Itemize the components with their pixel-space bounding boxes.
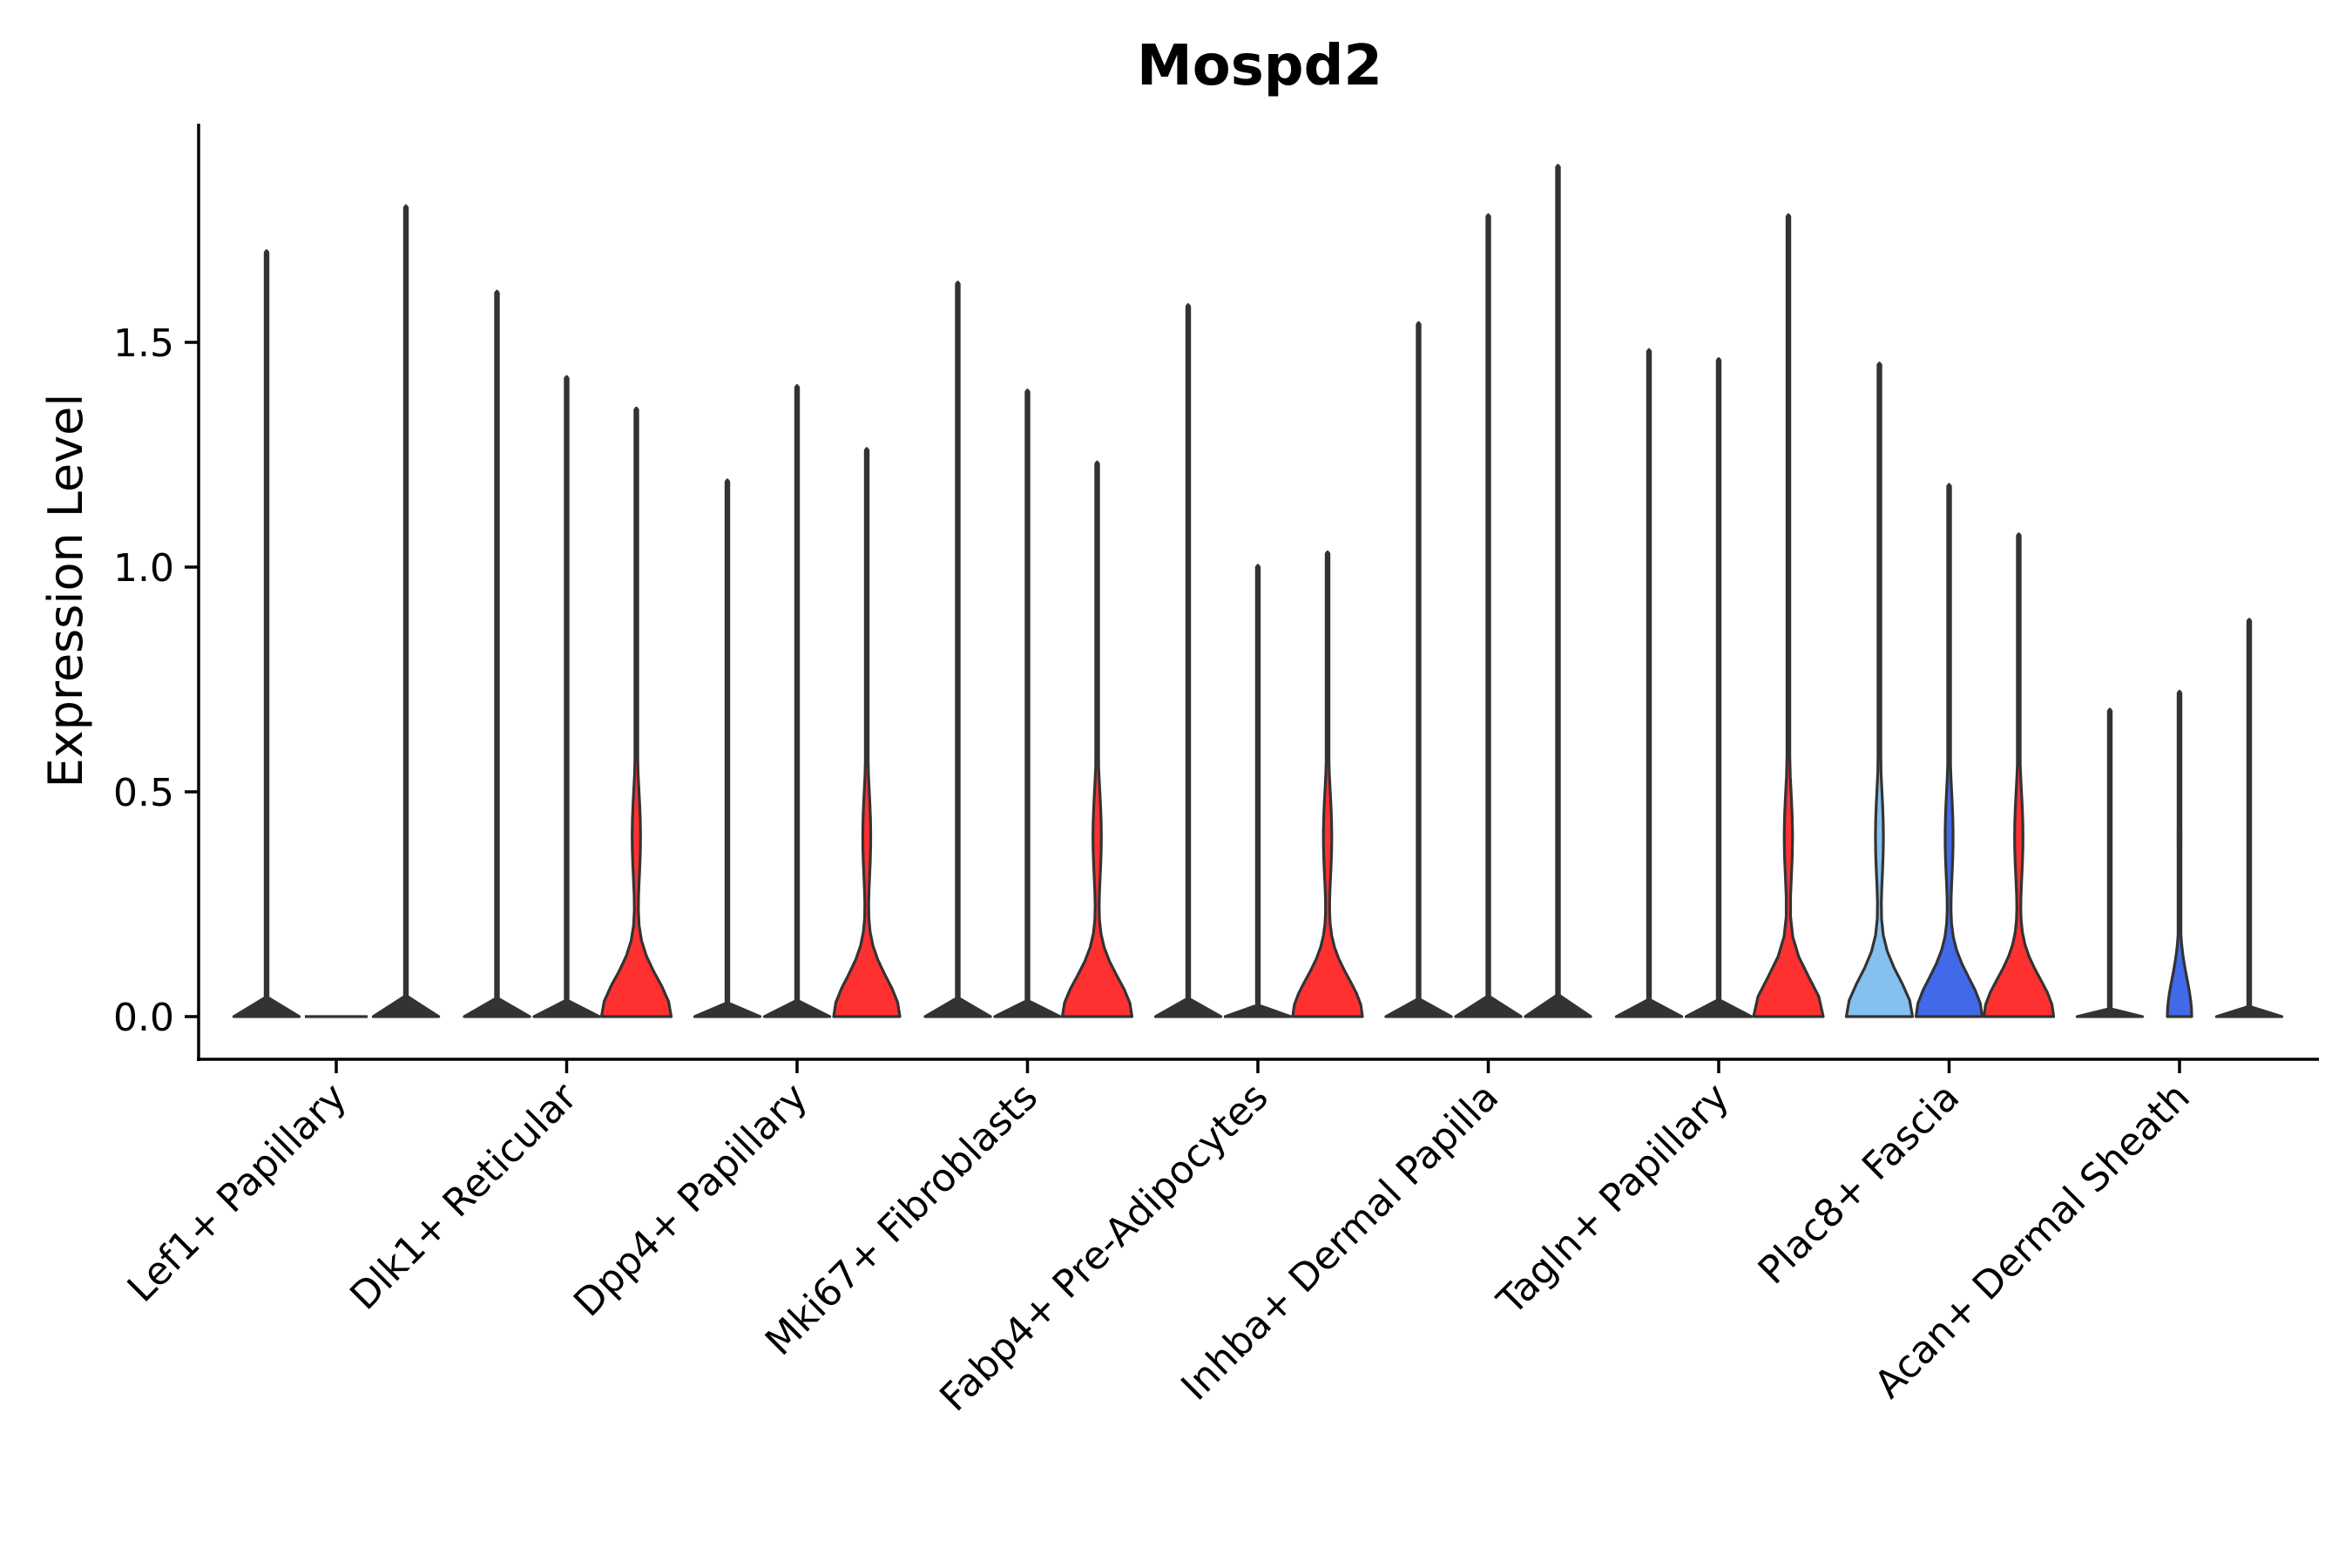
y-ticks-layer: 0.0 0.5 1.0 1.5: [113, 321, 199, 1040]
y-axis-label: Expression Level: [38, 394, 93, 788]
violin-dlk1-reticular-group2: [532, 375, 601, 1018]
violin-fabp4-pre-adipocytes-group1: [1153, 303, 1223, 1018]
violin-mki67-fibroblasts-group2: [993, 389, 1062, 1018]
x-tick-label-dlk1-reticular: Dlk1+ Reticular: [341, 1074, 586, 1319]
violin-dpp4-papillary-group2: [762, 384, 832, 1018]
y-tick-label: 1.5: [113, 321, 174, 366]
violin-fabp4-pre-adipocytes-group2: [1223, 564, 1293, 1018]
violin-mki67-fibroblasts-group1: [923, 280, 992, 1018]
violin-fabp4-pre-adipocytes-group3: [1291, 550, 1364, 1018]
violin-lef1-papillary-group1: [232, 249, 301, 1018]
violin-acan-dermal-sheath-group2: [2166, 689, 2193, 1018]
violin-dpp4-papillary-group1: [693, 478, 762, 1018]
violin-plac8-fascia-group1: [1844, 362, 1915, 1018]
violin-dlk1-reticular-group3: [599, 406, 673, 1018]
violin-dpp4-papillary-group3: [832, 447, 902, 1018]
violin-inhba-dermal-papilla-group1: [1384, 321, 1453, 1018]
violins-layer: [232, 164, 2284, 1018]
violin-acan-dermal-sheath-group1: [2075, 707, 2145, 1018]
x-tick-label-plac8-fascia: Plac8+ Fascia: [1750, 1075, 1969, 1294]
x-tick-label-dpp4-papillary: Dpp4+ Papillary: [565, 1075, 816, 1326]
violin-inhba-dermal-papilla-group3: [1524, 164, 1592, 1018]
y-tick-label: 0.5: [113, 771, 174, 815]
violin-dlk1-reticular-group1: [463, 289, 531, 1018]
violin-tagln-papillary-group1: [1614, 348, 1684, 1018]
violin-mki67-fibroblasts-group3: [1060, 460, 1134, 1018]
x-tick-label-lef1-papillary: Lef1+ Papillary: [119, 1075, 355, 1311]
x-tick-label-tagln-papillary: Tagln+ Papillary: [1489, 1075, 1738, 1324]
violin-plac8-fascia-group3: [1982, 532, 2056, 1018]
violin-tagln-papillary-group2: [1684, 357, 1754, 1018]
violin-inhba-dermal-papilla-group2: [1454, 213, 1523, 1018]
y-tick-label: 1.0: [113, 546, 174, 591]
violin-plac8-fascia-group2: [1914, 483, 1984, 1018]
y-tick-label: 0.0: [113, 996, 174, 1040]
chart-title: Mospd2: [1137, 34, 1382, 98]
violin-acan-dermal-sheath-group3: [2214, 618, 2284, 1018]
violin-tagln-papillary-group3: [1752, 213, 1825, 1018]
violin-lef1-papillary-group3: [371, 204, 441, 1018]
